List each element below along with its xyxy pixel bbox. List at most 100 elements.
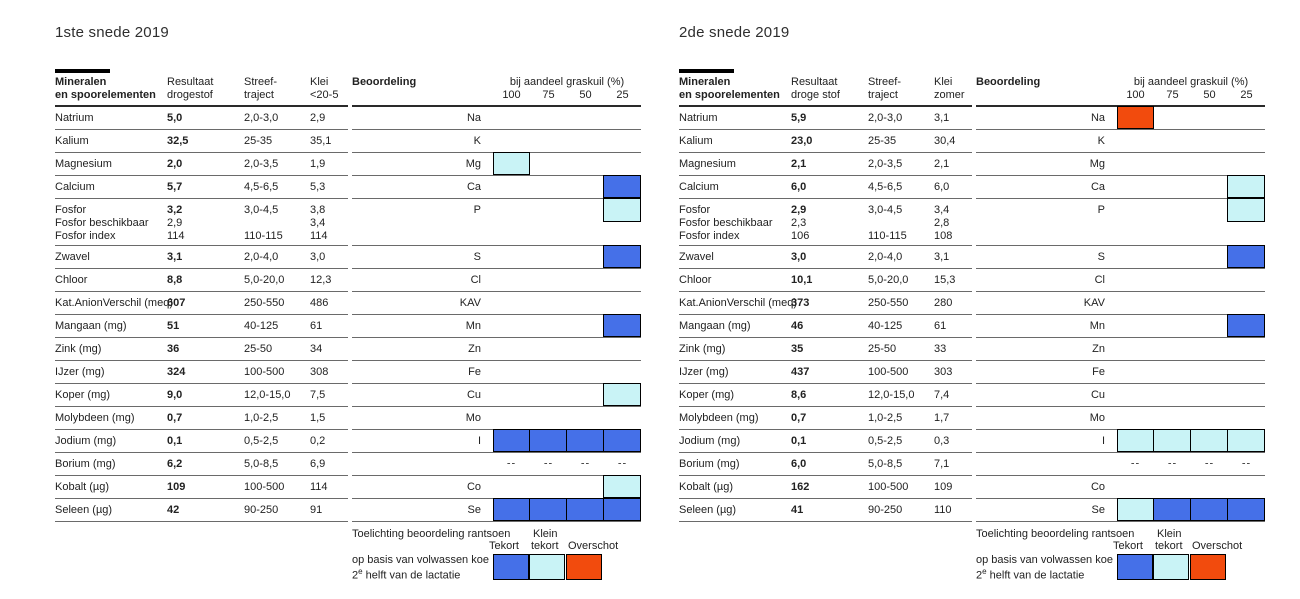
- mineral-name: Magnesium: [55, 158, 112, 170]
- table-row: Calcium 5,7 4,5-6,5 5,3 Ca: [55, 175, 641, 199]
- no-assessment-dash: --: [1241, 457, 1252, 470]
- legend-label-tekort: Tekort: [489, 540, 519, 552]
- result-value: 6,0: [791, 181, 807, 193]
- mineral-name: Molybdeen (mg): [55, 412, 135, 424]
- soil-reference-value: 280: [934, 297, 953, 309]
- assessment-slot: [603, 498, 641, 521]
- assessment-slot: [530, 130, 567, 152]
- row-assessment: P: [352, 198, 641, 246]
- result-value: 6,0: [791, 458, 807, 470]
- mineral-name: Zwavel: [55, 251, 90, 263]
- assessment-cell-tekort: [1227, 314, 1265, 337]
- assessment-slot: [1117, 407, 1154, 429]
- soil-reference-value: 61: [934, 320, 947, 332]
- assessment-slot: [1154, 153, 1191, 175]
- assessment-slot: [1154, 384, 1191, 406]
- row-assessment: Co: [976, 476, 1265, 499]
- assessment-slot: [1117, 269, 1154, 291]
- legend-swatch-tekort: [1117, 554, 1153, 580]
- table-row: IJzer (mg) 437 100-500 303 Fe: [679, 361, 1265, 384]
- legend: Toelichting beoordeling rantsoen Klein T…: [679, 527, 1265, 593]
- assessment-slot: [1227, 498, 1265, 521]
- mineral-name: Kalium: [55, 135, 89, 147]
- silage-share-ticks: 100 75 50 25: [1126, 89, 1253, 101]
- assessment-slot: [1228, 130, 1265, 152]
- mineral-name: Borium (mg): [55, 458, 116, 470]
- result-value: 51: [167, 320, 180, 332]
- assessment-cell-klein: [1117, 429, 1154, 452]
- soil-reference-value: 61: [310, 320, 323, 332]
- assessment-slot: [1227, 314, 1265, 337]
- assessment-slot: [493, 199, 530, 245]
- element-symbol: Cl: [1094, 274, 1105, 286]
- result-value: 10,1: [791, 274, 813, 286]
- row-assessment: P: [976, 198, 1265, 246]
- assessment-cell-klein: [603, 383, 641, 406]
- assessment-slot: [567, 199, 604, 245]
- target-range: 100-500: [244, 366, 285, 378]
- mineral-name: Zwavel: [679, 251, 714, 263]
- result-value: 373: [791, 297, 810, 309]
- mineral-name: Koper (mg): [679, 389, 735, 401]
- element-symbol: Se: [467, 504, 481, 516]
- assessment-slot: [530, 407, 567, 429]
- assessment-slot: [1117, 246, 1154, 268]
- target-range: 0,5-2,5: [868, 435, 903, 447]
- legend-swatch-overschot: [566, 554, 602, 580]
- assessment-slot: [1154, 107, 1191, 129]
- assessment-cell-tekort: [1227, 245, 1265, 268]
- soil-reference-value: 3,4 2,8 108: [934, 204, 953, 242]
- assessment-cell-klein: [493, 152, 530, 175]
- mineral-name: Mangaan (mg): [55, 320, 127, 332]
- row-assessment: Ca: [352, 175, 641, 199]
- target-range: 25-50: [868, 343, 897, 355]
- assessment-slot: [1191, 246, 1228, 268]
- soil-reference-value: 0,2: [310, 435, 326, 447]
- assessment-slot: [1191, 292, 1228, 314]
- assessment-slot: [529, 429, 567, 452]
- table-row: Jodium (mg) 0,1 0,5-2,5 0,2 I: [55, 429, 641, 453]
- element-symbol: KAV: [459, 297, 481, 309]
- soil-reference-value: 35,1: [310, 135, 332, 147]
- assessment-cell-klein: [1227, 175, 1265, 198]
- mineral-name: Jodium (mg): [679, 435, 741, 447]
- assessment-slot: [493, 429, 530, 452]
- result-value: 2,1: [791, 158, 807, 170]
- assessment-cell-klein: [1153, 429, 1191, 452]
- assessment-slot: [604, 292, 641, 314]
- element-symbol: Cu: [466, 389, 481, 401]
- no-assessment-dash: --: [1167, 457, 1178, 470]
- row-values: Koper (mg) 9,0 12,0-15,0 7,5: [55, 384, 348, 407]
- target-range: 250-550: [868, 297, 909, 309]
- element-symbol: I: [1101, 435, 1105, 447]
- assessment-slot: [1117, 153, 1154, 175]
- assessment-slot: [1154, 315, 1191, 337]
- legend-swatch-tekort: [493, 554, 529, 580]
- legend-label-overschot: Overschot: [1192, 540, 1243, 552]
- assessment-slot: [493, 315, 530, 337]
- assessment-slot: [1117, 199, 1154, 245]
- assessment-slot: [567, 269, 604, 291]
- row-assessment: Na: [352, 107, 641, 130]
- row-values: Magnesium 2,1 2,0-3,5 2,1: [679, 153, 972, 176]
- table-row: Calcium 6,0 4,5-6,5 6,0 Ca: [679, 175, 1265, 199]
- row-values: Calcium 6,0 4,5-6,5 6,0: [679, 176, 972, 199]
- assessment-slot: [567, 476, 604, 498]
- assessment-slot: [1117, 338, 1154, 360]
- soil-reference-value: 303: [934, 366, 953, 378]
- element-symbol: Na: [1090, 112, 1105, 124]
- target-range: 100-500: [868, 366, 909, 378]
- assessment-slot: [1228, 292, 1265, 314]
- column-header-assessment: Beoordeling: [976, 76, 1041, 88]
- result-value: 2,0: [167, 158, 183, 170]
- row-values: Kalium 23,0 25-35 30,4: [679, 130, 972, 153]
- assessment-cell-klein: [603, 198, 641, 222]
- assessment-slot: --: [1228, 453, 1265, 475]
- assessment-slot: [604, 107, 641, 129]
- row-values: Fosfor Fosfor beschikbaar Fosfor index 3,2 2…: [55, 199, 348, 246]
- element-symbol: K: [1097, 135, 1105, 147]
- result-value: 437: [791, 366, 810, 378]
- assessment-cell-tekort: [603, 429, 641, 452]
- row-assessment: Fe: [976, 361, 1265, 384]
- mineral-name: Zink (mg): [679, 343, 726, 355]
